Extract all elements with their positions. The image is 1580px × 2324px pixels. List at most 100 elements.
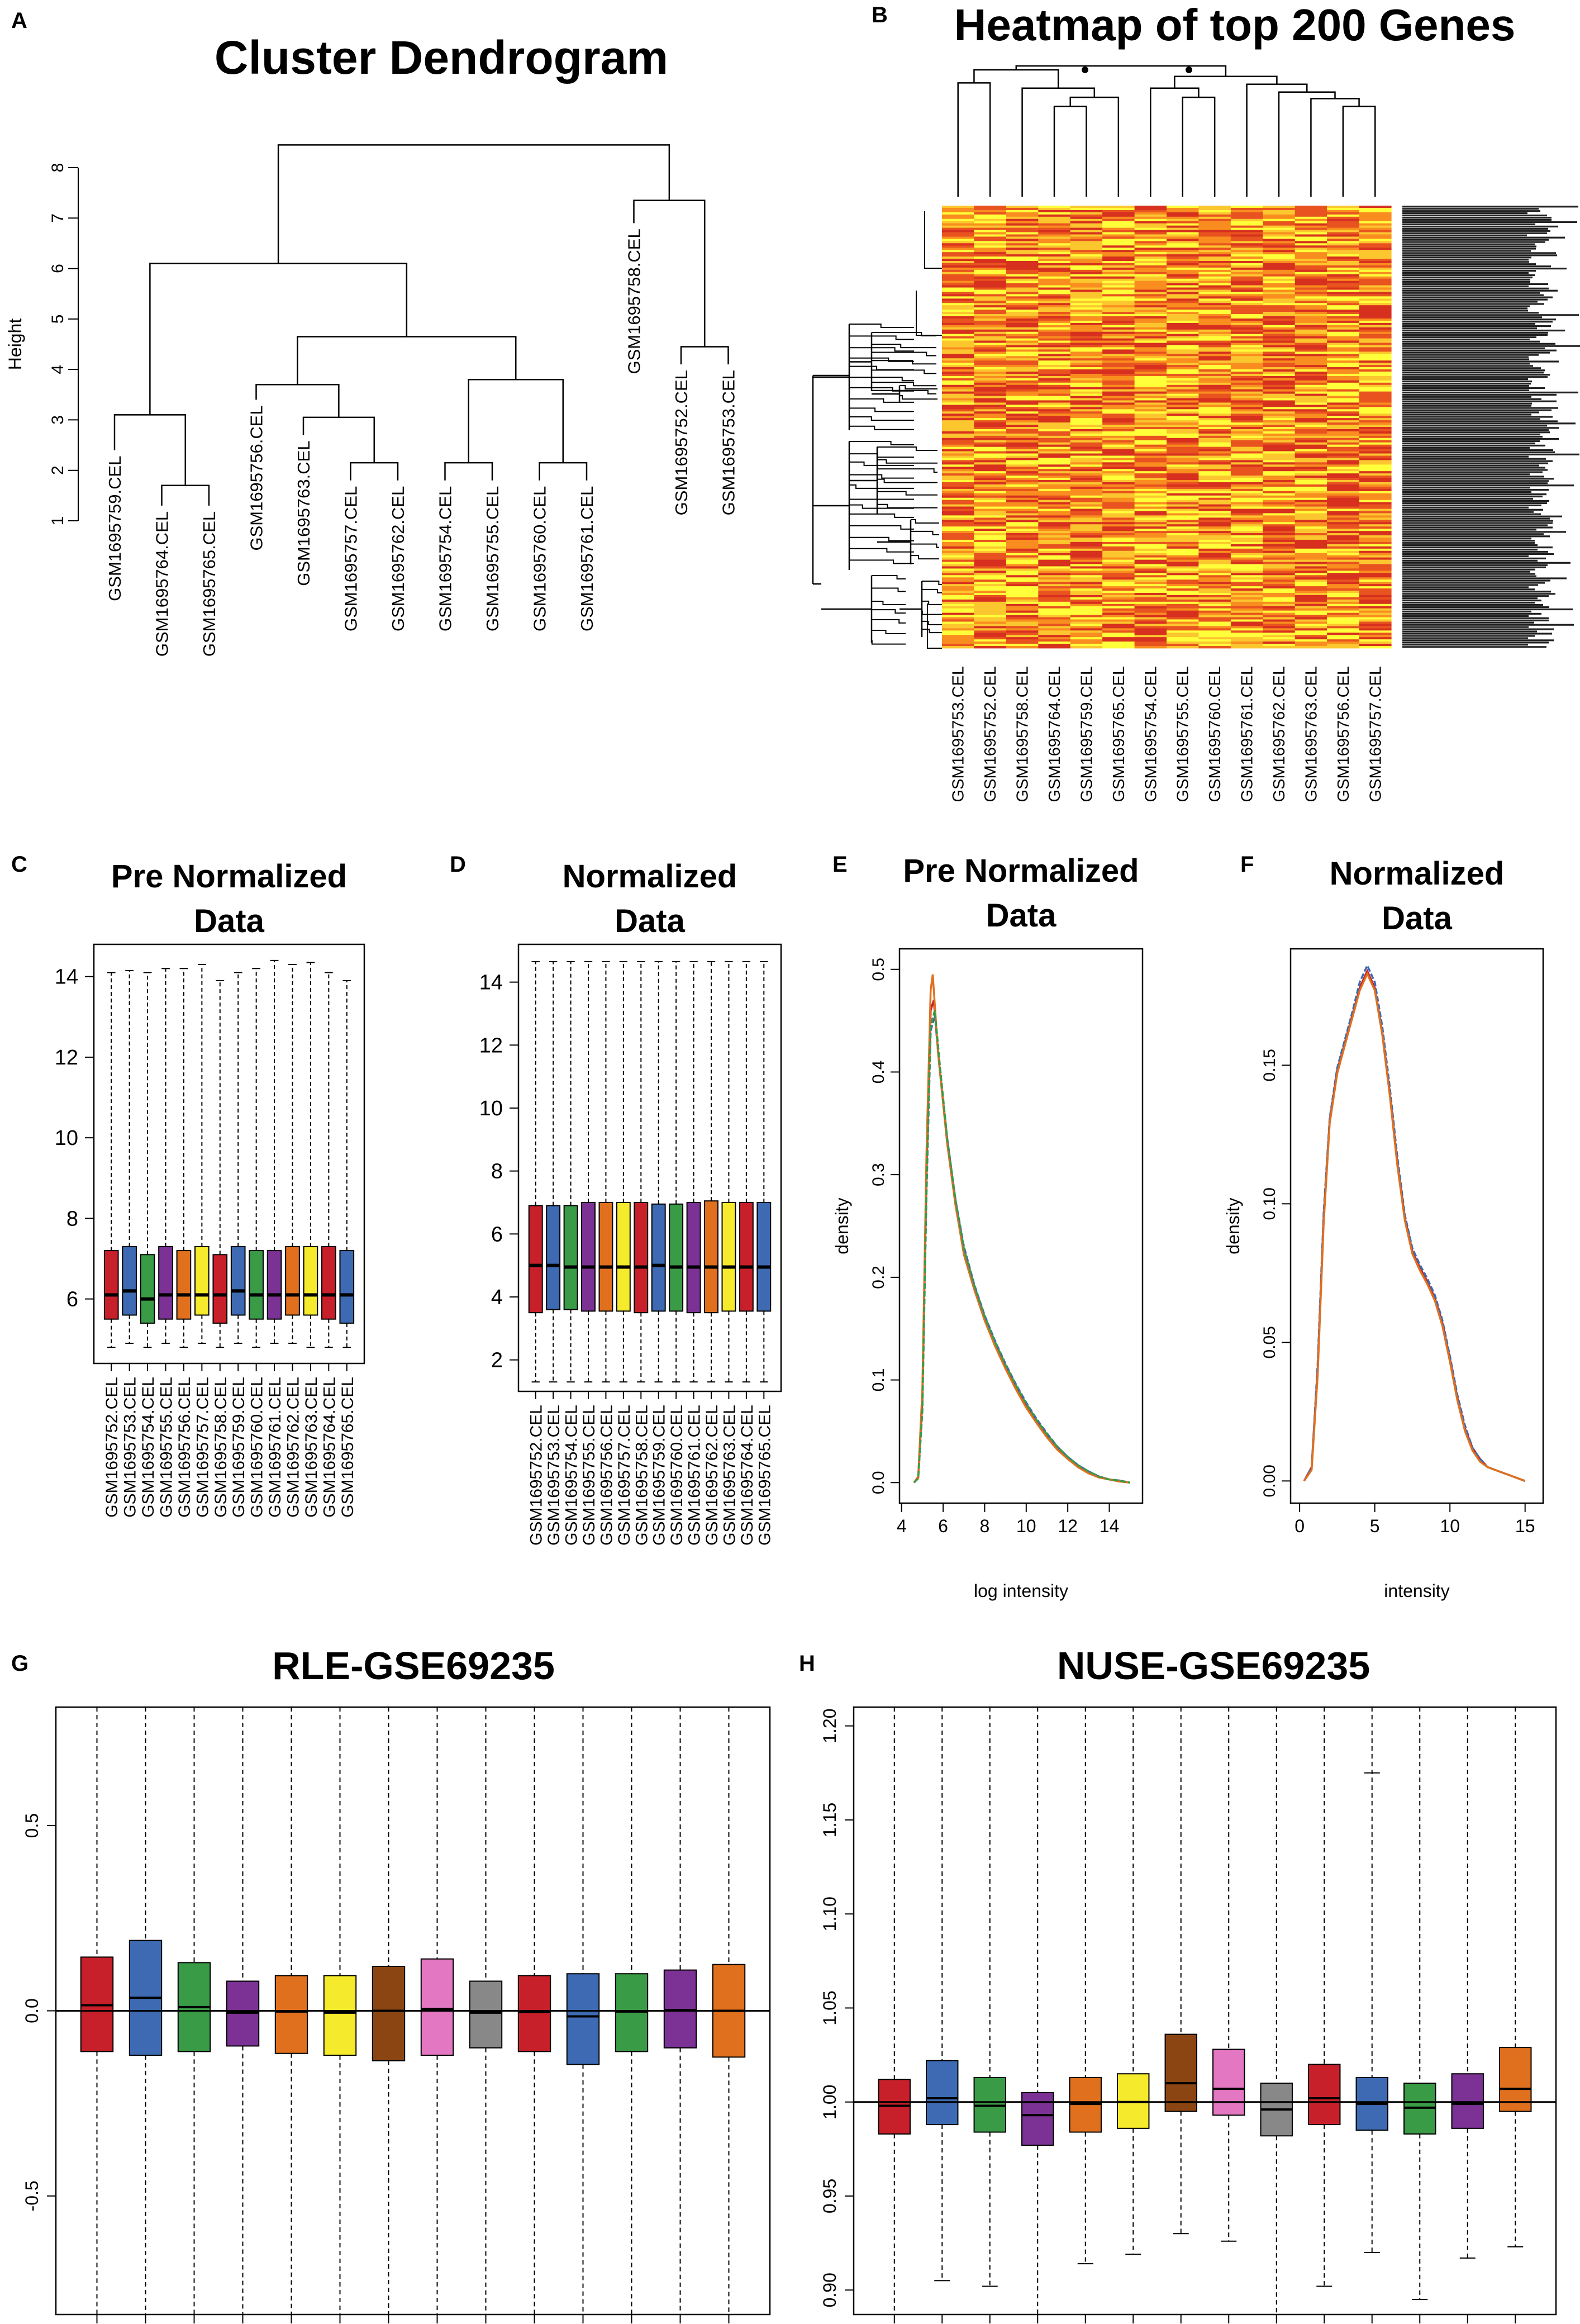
row-label-band [1402, 606, 1549, 609]
heatmap-cell [1198, 484, 1231, 487]
heatmap-cell [942, 480, 974, 483]
heatmap-cell [1134, 281, 1167, 283]
heatmap-cell [1263, 287, 1296, 290]
heatmap-cell [1263, 603, 1296, 607]
y-tick-label: 0.10 [1260, 1187, 1279, 1220]
heatmap-cell [1359, 586, 1392, 589]
heatmap-cell [974, 318, 1007, 321]
heatmap-cell [1038, 626, 1071, 629]
heatmap-cell [1167, 591, 1199, 593]
plot-frame [853, 1706, 1557, 2316]
heatmap-cell [942, 265, 974, 268]
heatmap-cell [1198, 582, 1231, 584]
heatmap-cell [1230, 533, 1263, 536]
heatmap-cell [1070, 599, 1103, 602]
heatmap-cell [1167, 531, 1199, 534]
heatmap-cell [1070, 486, 1103, 489]
heatmap-cell [1134, 320, 1167, 324]
heatmap-cell [1102, 610, 1135, 614]
row-dendrogram-branch [849, 365, 914, 370]
heatmap-cell [1359, 526, 1392, 529]
heatmap-cell [1327, 513, 1360, 516]
heatmap-cell [942, 438, 974, 441]
heatmap-cell [1102, 276, 1135, 279]
heatmap-cell [1134, 248, 1167, 250]
heatmap-cell [1167, 506, 1199, 509]
heatmap-cell [1295, 577, 1327, 580]
heatmap-cell [1038, 433, 1071, 436]
heatmap-cell [1263, 435, 1296, 439]
row-label-band [1402, 639, 1554, 641]
heatmap-cell [1038, 639, 1071, 642]
heatmap-cell [942, 497, 974, 501]
panel-label-d: D [450, 852, 466, 877]
heatmap-cell [1230, 241, 1263, 244]
heatmap-cell [1295, 476, 1327, 478]
heatmap-cell [974, 444, 1007, 448]
heatmap-cell [974, 553, 1007, 556]
heatmap-cell [1070, 591, 1103, 593]
row-label-band [1402, 621, 1534, 624]
heatmap-cell [942, 633, 974, 635]
heatmap-cell [1134, 223, 1167, 226]
heatmap-cell [1230, 504, 1263, 507]
row-label-band [1402, 236, 1565, 239]
dendrogram-branch [539, 462, 588, 481]
heatmap-cell [1070, 535, 1103, 538]
heatmap-cell [1038, 281, 1071, 283]
heatmap-cell [1102, 296, 1135, 299]
heatmap-cell [1198, 254, 1231, 257]
heatmap-cell [1006, 562, 1039, 564]
heatmap-cell [1198, 314, 1231, 317]
row-label-band [1402, 495, 1543, 498]
heatmap-cell [1230, 365, 1263, 368]
heatmap-cell [974, 230, 1007, 232]
row-dendrogram-branch [813, 324, 850, 430]
heatmap-cell [1167, 617, 1199, 620]
heatmap-cell [942, 272, 974, 275]
heatmap-cell [1134, 571, 1167, 573]
heatmap-cell [1295, 508, 1327, 511]
row-dendrogram-branch [849, 548, 914, 553]
heatmap-cell [974, 325, 1007, 328]
y-axis-label: density [832, 1197, 852, 1254]
heatmap-cell [1198, 621, 1231, 624]
heatmap-cell [1359, 285, 1392, 288]
heatmap-cell [1295, 502, 1327, 505]
heatmap-cell [942, 283, 974, 286]
heatmap-cell [1006, 345, 1039, 348]
heatmap-cell [1006, 603, 1039, 607]
heatmap-cell [1327, 646, 1360, 649]
heatmap-cell [1359, 234, 1392, 237]
heatmap-cell [1102, 243, 1135, 246]
heatmap-cell [1134, 236, 1167, 239]
heatmap-cell [1295, 621, 1327, 624]
heatmap-cell [1198, 294, 1231, 297]
heatmap-cell [974, 345, 1007, 348]
heatmap-cell [1006, 214, 1039, 217]
heatmap-cell [1134, 289, 1167, 292]
heatmap-cell [1134, 497, 1167, 501]
heatmap-cell [1263, 515, 1296, 518]
heatmap-cell [1167, 603, 1199, 607]
heatmap-cell [1038, 544, 1071, 547]
row-label-band [1402, 206, 1578, 208]
heatmap-cell [1167, 478, 1199, 481]
heatmap-cell [1230, 467, 1263, 469]
heatmap-cell [1102, 248, 1135, 250]
heatmap-cell [1070, 612, 1103, 615]
heatmap-cell [1006, 265, 1039, 268]
heatmap-cell [942, 575, 974, 578]
heatmap-cell [1006, 568, 1039, 571]
heatmap-cell [1230, 411, 1263, 414]
heatmap-cell [942, 354, 974, 357]
heatmap-cell [1230, 212, 1263, 215]
heatmap-cell [942, 603, 974, 607]
heatmap-cell [1102, 274, 1135, 277]
heatmap-cell [1006, 338, 1039, 341]
heatmap-cell [1263, 398, 1296, 401]
heatmap-cell [1230, 511, 1263, 514]
heatmap-cell [1038, 248, 1071, 250]
heatmap-cell [1263, 356, 1296, 359]
chart-title: RLE-GSE69235 [272, 1644, 555, 1688]
